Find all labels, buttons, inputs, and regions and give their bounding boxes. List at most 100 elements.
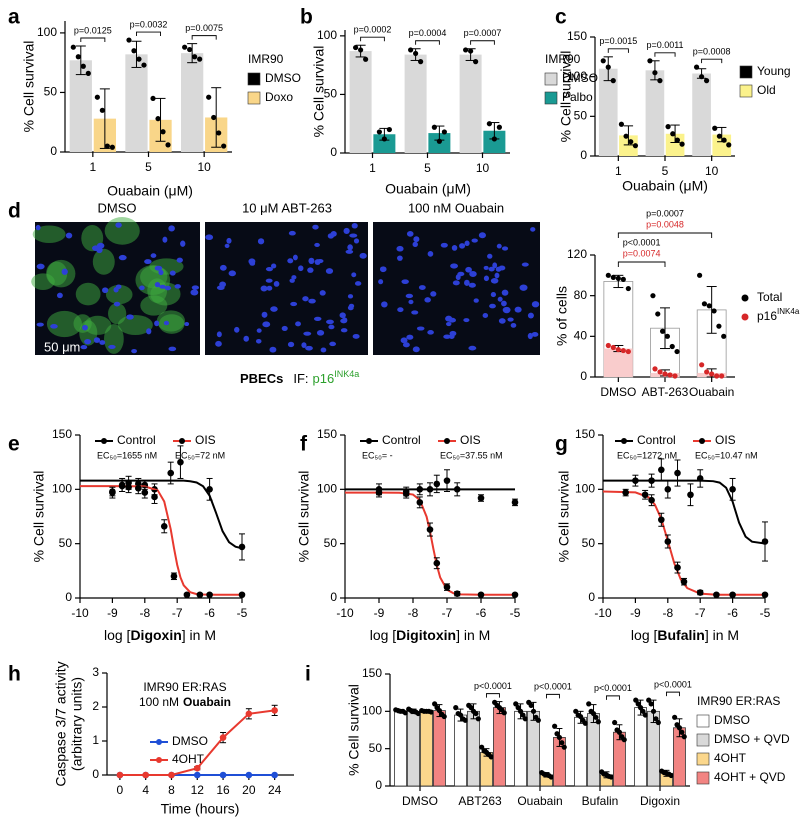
data-point bbox=[517, 708, 524, 714]
nucleus bbox=[402, 342, 410, 348]
legend-marker bbox=[741, 313, 749, 321]
nucleus bbox=[131, 349, 137, 354]
significance-bracket bbox=[360, 36, 385, 42]
nucleus bbox=[61, 268, 68, 275]
legend-label: DMSO bbox=[714, 713, 750, 727]
data-point bbox=[699, 362, 705, 368]
nucleus bbox=[446, 321, 452, 327]
data-point bbox=[593, 714, 599, 720]
legend-swatch bbox=[696, 771, 710, 785]
p-value: p=0.0007 bbox=[646, 208, 684, 218]
nucleus bbox=[494, 272, 500, 279]
nucleus bbox=[313, 316, 322, 321]
data-point bbox=[196, 591, 204, 599]
data-point bbox=[713, 591, 720, 599]
nucleus bbox=[400, 337, 408, 344]
image-panel bbox=[205, 222, 368, 355]
y-tick-label: 0 bbox=[50, 144, 57, 158]
nucleus bbox=[190, 289, 199, 296]
nucleus bbox=[347, 294, 354, 299]
nucleus bbox=[93, 337, 101, 343]
bar bbox=[454, 714, 467, 787]
ec50-label: EC₅₀=10.47 nM bbox=[695, 450, 758, 460]
panel-letter: c bbox=[555, 6, 567, 29]
cell-cytoplasm bbox=[46, 261, 68, 286]
data-point bbox=[520, 712, 526, 718]
nucleus bbox=[266, 285, 273, 291]
legend-label-part: DMSO bbox=[562, 71, 598, 85]
nucleus bbox=[307, 267, 314, 273]
nucleus bbox=[92, 245, 100, 251]
data-point bbox=[647, 58, 653, 64]
nucleus bbox=[501, 289, 509, 296]
data-point bbox=[131, 48, 137, 54]
data-point bbox=[238, 543, 246, 551]
nucleus bbox=[450, 263, 459, 269]
bar bbox=[125, 54, 148, 152]
data-point bbox=[528, 702, 534, 708]
x-tick-label: -7 bbox=[442, 606, 453, 620]
data-point bbox=[206, 94, 212, 100]
nucleus bbox=[36, 322, 44, 327]
nucleus bbox=[465, 266, 472, 273]
legend-swatch bbox=[696, 752, 710, 766]
significance-bracket bbox=[191, 35, 217, 40]
bar bbox=[493, 707, 506, 787]
ec50-label: EC₅₀=1272 nM bbox=[617, 450, 677, 460]
data-point bbox=[610, 78, 616, 84]
p-value: p<0.0001 bbox=[534, 682, 572, 692]
nucleus bbox=[169, 270, 176, 276]
panel-letter: d bbox=[8, 200, 21, 223]
data-point bbox=[635, 701, 641, 707]
y-tick-label: 50 bbox=[44, 85, 58, 99]
nucleus bbox=[289, 278, 295, 283]
nucleus bbox=[408, 299, 414, 305]
data-point bbox=[640, 708, 646, 714]
nucleus bbox=[329, 341, 337, 347]
data-point bbox=[155, 116, 161, 122]
x-axis-label: Ouabain (μM) bbox=[107, 183, 193, 199]
nucleus bbox=[180, 240, 186, 247]
nucleus bbox=[243, 335, 250, 342]
nucleus bbox=[427, 251, 434, 257]
data-point bbox=[573, 708, 579, 714]
p-value: p=0.0011 bbox=[646, 40, 683, 50]
data-point bbox=[496, 124, 502, 130]
nucleus bbox=[519, 284, 528, 291]
nucleus bbox=[343, 227, 350, 234]
nucleus bbox=[265, 267, 273, 272]
fit-curve bbox=[345, 491, 515, 596]
data-point bbox=[109, 144, 115, 150]
nucleus bbox=[459, 243, 466, 249]
image-panel bbox=[373, 222, 540, 355]
data-point bbox=[696, 475, 704, 482]
nucleus bbox=[248, 258, 256, 265]
nucleus bbox=[489, 303, 496, 309]
y-tick-label: 0 bbox=[330, 145, 337, 159]
legend-swatch bbox=[696, 714, 710, 728]
bar bbox=[645, 70, 665, 156]
data-point bbox=[193, 771, 201, 779]
data-point bbox=[622, 489, 629, 496]
data-point bbox=[590, 710, 597, 717]
nucleus bbox=[146, 328, 152, 335]
legend-label-part: Total bbox=[757, 290, 782, 304]
x-tick-label: -6 bbox=[476, 606, 487, 620]
data-point bbox=[468, 48, 474, 54]
x-axis-label: log [Digitoxin] in M bbox=[370, 627, 491, 643]
nucleus bbox=[345, 249, 354, 254]
nucleus bbox=[154, 281, 161, 288]
data-point bbox=[363, 56, 369, 62]
legend-label-part: DMSO bbox=[265, 71, 301, 85]
x-tick-label: Digoxin bbox=[640, 794, 680, 808]
x-tick-label: -5 bbox=[760, 606, 771, 620]
y-axis-label: Caspase 3/7 activity bbox=[53, 661, 69, 786]
x-tick-label: 1 bbox=[369, 161, 376, 175]
data-point bbox=[238, 591, 246, 599]
data-point bbox=[475, 716, 481, 722]
data-point bbox=[187, 46, 193, 53]
nucleus bbox=[281, 325, 288, 331]
y-tick-label: 100 bbox=[362, 704, 382, 718]
x-tick-label: 8 bbox=[168, 783, 175, 797]
data-point bbox=[193, 764, 201, 772]
